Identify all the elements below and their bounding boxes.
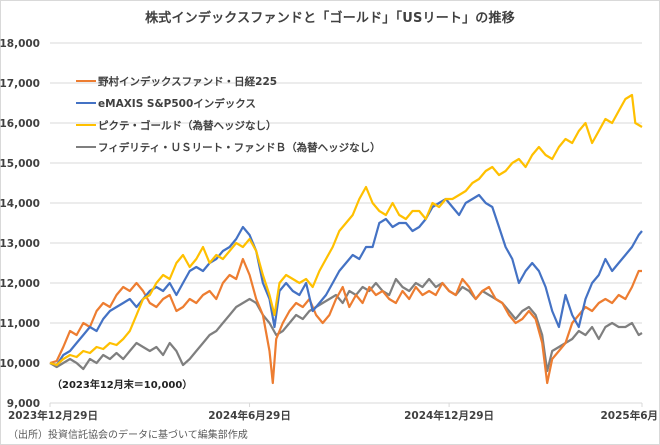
y-tick-label: 18,000 bbox=[0, 38, 40, 50]
x-axis-ticks: 2023年12月29日 2024年6月29日 2024年12月29日 2025年6月 bbox=[8, 403, 658, 422]
y-tick-label: 14,000 bbox=[0, 198, 40, 210]
legend-swatch bbox=[76, 80, 96, 82]
series-lines bbox=[49, 93, 643, 385]
legend: 野村インデックスファンド・日経225 eMAXIS S&P500インデックス ピ… bbox=[76, 70, 381, 158]
y-tick-label: 13,000 bbox=[0, 238, 40, 250]
series-line-nikkei225 bbox=[49, 257, 642, 385]
series-line-gold bbox=[49, 93, 643, 367]
y-tick-label: 10,000 bbox=[0, 358, 40, 370]
y-tick-label: 15,000 bbox=[0, 158, 40, 170]
x-tick-label: 2024年6月29日 bbox=[208, 409, 291, 422]
legend-label: eMAXIS S&P500インデックス bbox=[98, 97, 256, 110]
legend-swatch bbox=[76, 146, 96, 148]
base-note: （2023年12月末＝10,000） bbox=[52, 380, 193, 391]
legend-item-us-reit[interactable]: フィデリティ・ＵＳリート・ファンドＢ（為替ヘッジなし） bbox=[76, 136, 381, 158]
x-tick-label: 2025年6月 bbox=[600, 409, 658, 422]
legend-item-sp500[interactable]: eMAXIS S&P500インデックス bbox=[76, 92, 381, 114]
legend-swatch bbox=[76, 124, 96, 126]
y-tick-label: 12,000 bbox=[0, 278, 40, 290]
legend-item-nikkei225[interactable]: 野村インデックスファンド・日経225 bbox=[76, 70, 381, 92]
series-line-us-reit bbox=[49, 277, 643, 373]
legend-swatch bbox=[76, 102, 96, 104]
legend-label: 野村インデックスファンド・日経225 bbox=[98, 75, 278, 88]
y-axis-ticks: 18,000 17,000 16,000 15,000 14,000 13,000 12,0… bbox=[0, 38, 40, 410]
legend-item-gold[interactable]: ピクテ・ゴールド（為替ヘッジなし） bbox=[76, 114, 381, 136]
source-note: （出所）投資信託協会のデータに基づいて編集部作成 bbox=[8, 430, 248, 441]
chart-title: 株式インデックスファンドと「ゴールド」「USリート」の推移 bbox=[145, 11, 515, 26]
x-tick-label: 2024年12月29日 bbox=[404, 409, 494, 422]
legend-label: フィデリティ・ＵＳリート・ファンドＢ（為替ヘッジなし） bbox=[98, 141, 381, 154]
y-tick-label: 9,000 bbox=[7, 398, 40, 410]
y-tick-label: 16,000 bbox=[0, 118, 40, 130]
y-tick-label: 11,000 bbox=[0, 318, 40, 330]
series-line-sp500 bbox=[49, 193, 643, 367]
y-tick-label: 17,000 bbox=[0, 78, 40, 90]
legend-label: ピクテ・ゴールド（為替ヘッジなし） bbox=[98, 119, 277, 132]
x-tick-label: 2023年12月29日 bbox=[8, 409, 98, 422]
